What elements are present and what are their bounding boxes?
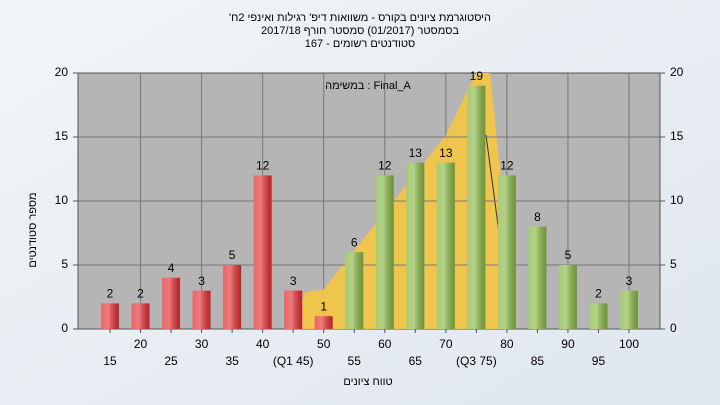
value-label: 5	[229, 248, 236, 262]
x-tick-label: 70	[439, 337, 453, 351]
y-tick-label: 15	[55, 129, 69, 143]
value-label: 12	[500, 159, 514, 173]
x-tick-label: 90	[561, 337, 575, 351]
title-line: סטודנטים רשומים - 167	[305, 38, 416, 50]
y-axis-label: מספר סטודנטים	[27, 192, 39, 267]
bar-shade	[345, 252, 364, 329]
bar-shade	[528, 226, 547, 329]
x-tick-label: 30	[195, 337, 209, 351]
bar-shade	[375, 175, 394, 329]
x-tick-label: 80	[500, 337, 514, 351]
value-label: 3	[290, 274, 297, 288]
quartile-line	[485, 134, 501, 241]
bar-shade	[192, 290, 211, 329]
value-label: 2	[595, 287, 602, 301]
title-line: היסטוגרמת ציונים בקורס - משוואות דיפ' רג…	[229, 11, 491, 24]
value-label: 3	[198, 274, 205, 288]
x-tick-label: 55	[348, 354, 362, 368]
bar-shade	[284, 290, 303, 329]
value-label: 1	[320, 299, 327, 313]
bar-shade	[589, 303, 608, 329]
value-label: 5	[565, 248, 572, 262]
y-tick-label: 20	[55, 65, 69, 79]
bar-shade	[314, 316, 333, 329]
x-tick-label: 100	[619, 337, 639, 351]
value-label: 13	[409, 146, 423, 160]
x-tick-label: 50	[317, 337, 331, 351]
bar-shade	[406, 162, 425, 329]
value-label: 2	[137, 287, 144, 301]
bar-shade	[101, 303, 119, 329]
bar-shade	[131, 303, 150, 329]
x-tick-label: 15	[103, 354, 117, 368]
bar-shade	[620, 290, 639, 329]
bar-shade	[497, 175, 516, 329]
value-label: 6	[351, 235, 358, 249]
bar-shade	[162, 277, 181, 329]
value-label: 13	[439, 146, 453, 160]
bar-shade	[223, 265, 242, 329]
y2-tick-label: 10	[670, 193, 684, 207]
bar-shade	[253, 175, 272, 329]
value-label: 3	[626, 274, 633, 288]
x-axis-label: טווח ציונים	[343, 376, 392, 388]
bar-shade	[467, 85, 486, 329]
value-label: 12	[256, 159, 270, 173]
x-tick-label: (Q1 45)	[273, 354, 314, 368]
x-tick-label: 65	[409, 354, 423, 368]
bar-shade	[558, 265, 577, 329]
value-label: 8	[534, 210, 541, 224]
bar-shade	[436, 162, 455, 329]
value-label: 19	[470, 69, 484, 83]
y2-tick-label: 20	[670, 65, 684, 79]
y-tick-label: 0	[61, 321, 68, 335]
y-tick-label: 10	[55, 193, 69, 207]
value-label: 2	[107, 287, 114, 301]
value-label: 12	[378, 159, 392, 173]
y2-tick-label: 0	[670, 321, 677, 335]
y2-tick-label: 5	[670, 257, 677, 271]
y2-tick-label: 15	[670, 129, 684, 143]
x-tick-label: 60	[378, 337, 392, 351]
x-tick-label: 40	[256, 337, 270, 351]
x-tick-label: 35	[225, 354, 239, 368]
value-label: 4	[168, 261, 175, 275]
x-tick-label: 25	[164, 354, 178, 368]
x-tick-label: 95	[592, 354, 606, 368]
x-tick-label: (Q3 75)	[456, 354, 497, 368]
x-tick-label: 85	[531, 354, 545, 368]
annotation: Final_A : במשימה	[325, 80, 411, 92]
x-tick-label: 20	[134, 337, 148, 351]
y-tick-label: 5	[61, 257, 68, 271]
title-line: בסמסטר (01/2017) סמסטר חורף 2017/18	[261, 25, 459, 37]
